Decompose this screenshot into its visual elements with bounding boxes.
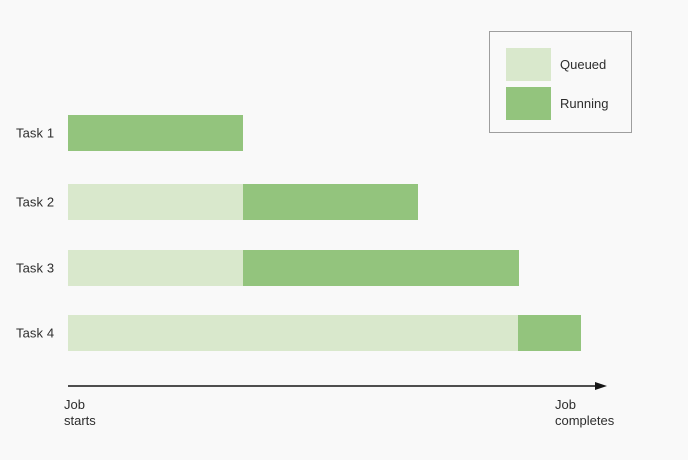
- task-label: Task 1: [16, 125, 55, 141]
- task-label: Task 2: [16, 194, 55, 210]
- legend-item-queued: Queued: [506, 48, 606, 81]
- task-track: [68, 250, 628, 286]
- legend: Queued Running: [489, 31, 632, 133]
- running-swatch: [506, 87, 551, 120]
- task-track: [68, 315, 628, 351]
- legend-label-running: Running: [560, 96, 609, 111]
- task2-queued-segment: [68, 184, 244, 220]
- gantt-row-task2: Task 2: [0, 184, 688, 220]
- task4-queued-segment: [68, 315, 519, 351]
- task-label: Task 4: [16, 325, 55, 341]
- axis-label-job-completes: Job completes: [555, 397, 615, 428]
- legend-item-running: Running: [506, 87, 608, 120]
- task2-running-segment: [243, 184, 418, 220]
- gantt-row-task3: Task 3: [0, 250, 688, 286]
- task-label: Task 3: [16, 260, 55, 276]
- legend-label-queued: Queued: [560, 57, 607, 72]
- axis-label-job-starts: Job starts: [64, 397, 96, 428]
- task-track: [68, 184, 628, 220]
- gantt-row-task1: Task 1: [0, 115, 688, 151]
- task1-running-segment: [68, 115, 244, 151]
- time-axis-arrow-icon: [68, 382, 607, 390]
- task3-queued-segment: [68, 250, 244, 286]
- queued-swatch: [506, 48, 551, 81]
- task3-running-segment: [243, 250, 520, 286]
- task4-running-segment: [518, 315, 582, 351]
- task-track: [68, 115, 628, 151]
- gantt-row-task4: Task 4: [0, 315, 688, 351]
